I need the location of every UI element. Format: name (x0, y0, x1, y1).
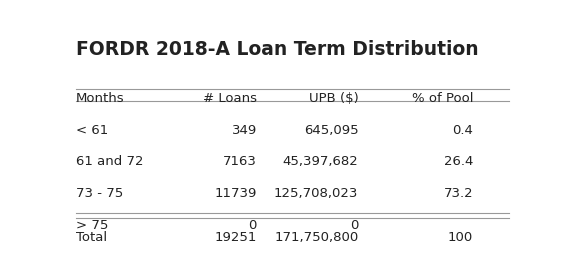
Text: % of Pool: % of Pool (412, 92, 473, 105)
Text: Months: Months (76, 92, 124, 105)
Text: 0.4: 0.4 (453, 124, 473, 137)
Text: 73.2: 73.2 (443, 187, 473, 200)
Text: 125,708,023: 125,708,023 (274, 187, 359, 200)
Text: 26.4: 26.4 (444, 155, 473, 168)
Text: 7163: 7163 (223, 155, 256, 168)
Text: < 61: < 61 (76, 124, 108, 137)
Text: Total: Total (76, 230, 107, 243)
Text: 19251: 19251 (214, 230, 256, 243)
Text: 0: 0 (249, 219, 256, 232)
Text: 45,397,682: 45,397,682 (283, 155, 359, 168)
Text: 171,750,800: 171,750,800 (274, 230, 359, 243)
Text: > 75: > 75 (76, 219, 108, 232)
Text: 61 and 72: 61 and 72 (76, 155, 143, 168)
Text: 11739: 11739 (214, 187, 256, 200)
Text: UPB ($): UPB ($) (308, 92, 359, 105)
Text: 100: 100 (448, 230, 473, 243)
Text: 349: 349 (231, 124, 256, 137)
Text: FORDR 2018-A Loan Term Distribution: FORDR 2018-A Loan Term Distribution (76, 40, 478, 59)
Text: 645,095: 645,095 (304, 124, 359, 137)
Text: 73 - 75: 73 - 75 (76, 187, 123, 200)
Text: 0: 0 (350, 219, 359, 232)
Text: # Loans: # Loans (203, 92, 256, 105)
